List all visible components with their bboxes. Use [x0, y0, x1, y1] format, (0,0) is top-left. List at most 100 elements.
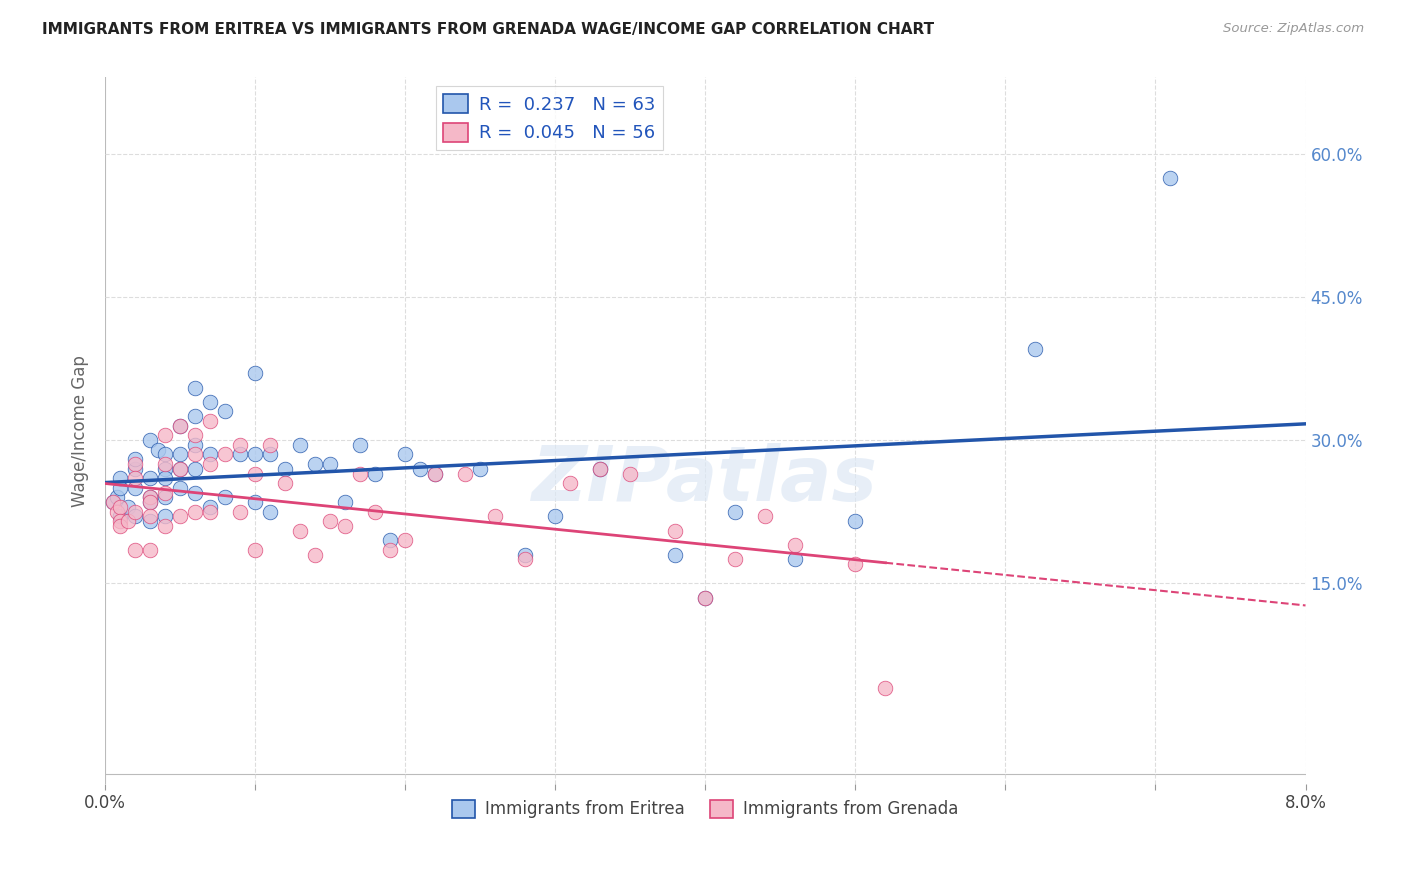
Point — [785, 538, 807, 552]
Point — [184, 381, 207, 395]
Point — [124, 457, 146, 471]
Point — [245, 447, 267, 461]
Point — [664, 548, 686, 562]
Point — [184, 409, 207, 424]
Point — [169, 481, 191, 495]
Point — [110, 500, 132, 514]
Point — [139, 495, 162, 509]
Point — [394, 447, 416, 461]
Point — [335, 519, 357, 533]
Point — [290, 438, 312, 452]
Point — [155, 485, 177, 500]
Point — [470, 462, 492, 476]
Point — [155, 428, 177, 442]
Point — [124, 452, 146, 467]
Point — [319, 457, 342, 471]
Point — [169, 462, 191, 476]
Point — [394, 533, 416, 548]
Point — [515, 552, 537, 566]
Point — [380, 542, 402, 557]
Point — [335, 495, 357, 509]
Point — [274, 462, 297, 476]
Point — [259, 438, 281, 452]
Point — [589, 462, 612, 476]
Point — [619, 467, 641, 481]
Point — [544, 509, 567, 524]
Point — [214, 491, 236, 505]
Point — [290, 524, 312, 538]
Point — [1159, 170, 1181, 185]
Point — [229, 438, 252, 452]
Point — [117, 500, 139, 514]
Text: ZIPatlas: ZIPatlas — [533, 443, 879, 517]
Point — [110, 471, 132, 485]
Point — [169, 509, 191, 524]
Point — [139, 509, 162, 524]
Point — [169, 447, 191, 461]
Point — [259, 505, 281, 519]
Point — [259, 447, 281, 461]
Point — [169, 418, 191, 433]
Point — [484, 509, 506, 524]
Point — [169, 462, 191, 476]
Point — [124, 505, 146, 519]
Point — [124, 481, 146, 495]
Point — [229, 505, 252, 519]
Point — [155, 457, 177, 471]
Point — [560, 476, 582, 491]
Point — [155, 519, 177, 533]
Y-axis label: Wage/Income Gap: Wage/Income Gap — [72, 355, 89, 507]
Point — [409, 462, 432, 476]
Point — [139, 542, 162, 557]
Point — [155, 462, 177, 476]
Point — [200, 457, 222, 471]
Text: IMMIGRANTS FROM ERITREA VS IMMIGRANTS FROM GRENADA WAGE/INCOME GAP CORRELATION C: IMMIGRANTS FROM ERITREA VS IMMIGRANTS FR… — [42, 22, 935, 37]
Point — [101, 495, 124, 509]
Point — [155, 471, 177, 485]
Point — [454, 467, 477, 481]
Point — [245, 495, 267, 509]
Point — [184, 438, 207, 452]
Text: Source: ZipAtlas.com: Source: ZipAtlas.com — [1223, 22, 1364, 36]
Point — [754, 509, 776, 524]
Point — [200, 395, 222, 409]
Point — [364, 505, 387, 519]
Legend: Immigrants from Eritrea, Immigrants from Grenada: Immigrants from Eritrea, Immigrants from… — [446, 793, 966, 825]
Point — [139, 495, 162, 509]
Point — [110, 509, 132, 524]
Point — [105, 491, 128, 505]
Point — [695, 591, 717, 605]
Point — [695, 591, 717, 605]
Point — [117, 514, 139, 528]
Point — [155, 447, 177, 461]
Point — [200, 505, 222, 519]
Point — [184, 428, 207, 442]
Point — [364, 467, 387, 481]
Point — [184, 485, 207, 500]
Point — [229, 447, 252, 461]
Point — [146, 442, 169, 457]
Point — [304, 548, 326, 562]
Point — [184, 462, 207, 476]
Point — [105, 505, 128, 519]
Point — [110, 519, 132, 533]
Point — [110, 514, 132, 528]
Point — [274, 476, 297, 491]
Point — [124, 471, 146, 485]
Point — [785, 552, 807, 566]
Point — [200, 447, 222, 461]
Point — [139, 491, 162, 505]
Point — [349, 467, 371, 481]
Point — [155, 509, 177, 524]
Point — [349, 438, 371, 452]
Point — [110, 481, 132, 495]
Point — [139, 471, 162, 485]
Point — [844, 558, 866, 572]
Point — [515, 548, 537, 562]
Point — [425, 467, 447, 481]
Point — [319, 514, 342, 528]
Point — [214, 447, 236, 461]
Point — [844, 514, 866, 528]
Point — [124, 509, 146, 524]
Point — [139, 514, 162, 528]
